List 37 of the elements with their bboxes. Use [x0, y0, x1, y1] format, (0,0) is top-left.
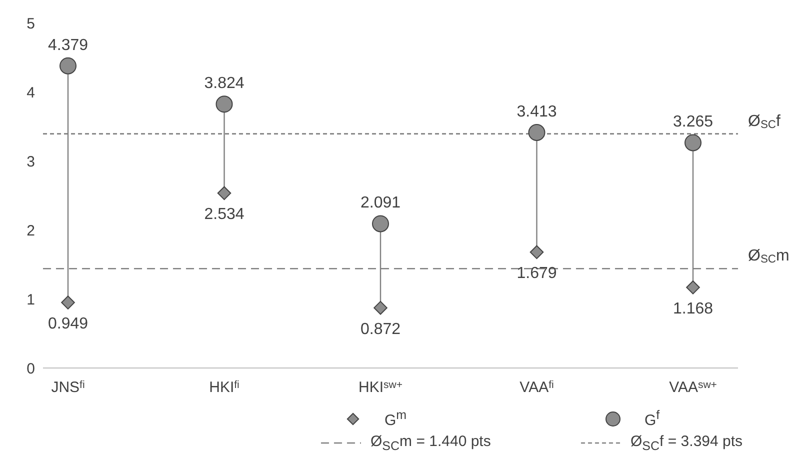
point: [61, 296, 75, 310]
y-tick-label: 5: [26, 15, 35, 32]
point: [528, 124, 546, 142]
x-tick-label: HKI$^{sw+}$: [358, 378, 402, 396]
legend-label: G$^{m}$: [384, 408, 407, 429]
ref-line-label: Ø$_{SC}$m: [748, 248, 790, 266]
data-label: 4.379: [48, 36, 88, 54]
x-tick-label: HKI$^{fi}$: [209, 378, 240, 396]
data-label: 3.265: [672, 114, 714, 131]
y-tick-label: 4: [26, 84, 35, 102]
point: [684, 134, 702, 152]
legend-label: G$^{f}$: [644, 408, 660, 429]
text: Ø$_{SC}$m = 1.440 pts: [370, 433, 491, 453]
point: [216, 96, 233, 113]
point: [374, 300, 388, 315]
ref-line-label: Ø$_{SC}$f: [748, 112, 781, 131]
data-label: 0.872: [360, 320, 401, 338]
x-tick-label: VAA$^{fi}$: [520, 378, 554, 396]
data-label: 1.168: [672, 300, 714, 318]
data-label: 3.824: [204, 75, 244, 92]
point: [217, 186, 232, 200]
x-tick-label: JNS$^{fi}$: [51, 378, 85, 396]
y-tick-label: 0: [26, 360, 35, 378]
y-tick-label: 3: [26, 153, 35, 170]
y-tick-label: 1: [26, 291, 35, 308]
point: [372, 215, 389, 232]
point: [60, 57, 76, 74]
data-label: 1.679: [516, 265, 557, 282]
data-label: 2.091: [360, 194, 401, 212]
point: [530, 245, 544, 260]
text: Ø$_{SC}$f = 3.394 pts: [630, 433, 743, 453]
x-tick-label: VAA$^{sw+}$: [669, 378, 717, 396]
data-label: 0.949: [48, 316, 88, 333]
point: [686, 280, 700, 294]
data-label: 2.534: [204, 206, 244, 224]
data-label: 3.413: [516, 104, 557, 121]
y-tick-label: 2: [26, 222, 35, 240]
